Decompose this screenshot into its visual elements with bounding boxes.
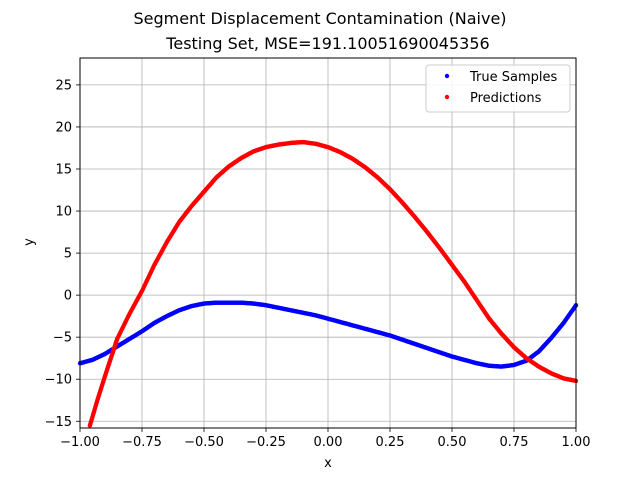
x-axis-label: x: [324, 456, 332, 471]
y-tick-label: −15: [45, 415, 72, 430]
x-tick-label: 0.25: [376, 435, 405, 450]
x-tick-label: 0.75: [500, 435, 529, 450]
y-tick-label: −5: [53, 331, 72, 346]
plot-series: [77, 139, 579, 428]
x-tick-label: 0.50: [438, 435, 467, 450]
y-tick-label: 25: [55, 78, 72, 93]
y-tick-label: 5: [64, 247, 72, 262]
axis-ticks: −1.00 −0.75 −0.50 −0.25 0.00 0.25 0.50 0.75 1.00…: [45, 78, 591, 450]
y-tick-label: −10: [45, 373, 72, 388]
x-tick-label: −1.00: [60, 435, 100, 450]
series-predictions: [87, 139, 579, 428]
y-tick-label: 15: [55, 163, 72, 178]
y-axis-label: y: [22, 238, 37, 246]
y-tick-label: 10: [55, 205, 72, 220]
legend-marker-true-samples: [444, 73, 450, 79]
y-tick-label: 20: [55, 120, 72, 135]
x-tick-label: 1.00: [562, 435, 591, 450]
legend: True Samples Predictions: [425, 64, 571, 113]
legend-label-predictions: Predictions: [470, 91, 542, 106]
x-tick-label: −0.75: [122, 435, 162, 450]
legend-marker-predictions: [444, 94, 450, 100]
chart-title: Testing Set, MSE=191.10051690045356: [165, 34, 489, 53]
x-tick-label: 0.00: [314, 435, 343, 450]
chart-suptitle: Segment Displacement Contamination (Naiv…: [133, 9, 506, 28]
x-tick-label: −0.50: [184, 435, 224, 450]
legend-box: [425, 64, 571, 113]
series-true-samples: [77, 300, 579, 369]
x-tick-label: −0.25: [246, 435, 286, 450]
y-tick-label: 0: [64, 289, 72, 304]
legend-label-true-samples: True Samples: [469, 70, 557, 85]
